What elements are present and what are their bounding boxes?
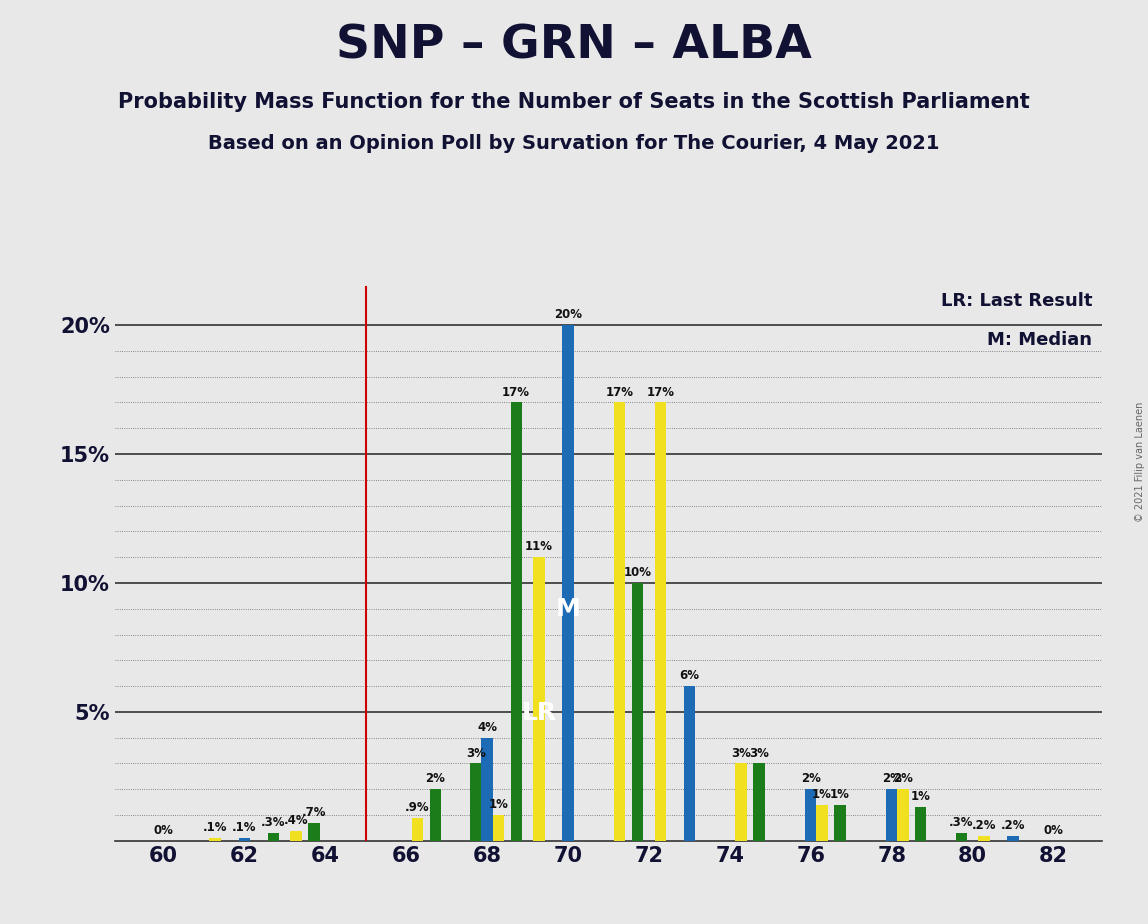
Text: 17%: 17% <box>502 385 530 398</box>
Text: M: Median: M: Median <box>987 331 1092 348</box>
Bar <box>955 833 967 841</box>
Bar <box>753 763 765 841</box>
Text: .3%: .3% <box>949 816 974 829</box>
Bar <box>511 403 522 841</box>
Text: 2%: 2% <box>882 772 901 785</box>
Bar <box>481 737 492 841</box>
Bar <box>915 808 926 841</box>
Text: LR: Last Result: LR: Last Result <box>940 292 1092 310</box>
Text: .4%: .4% <box>284 814 309 827</box>
Text: 20%: 20% <box>554 309 582 322</box>
Bar <box>654 403 666 841</box>
Text: 3%: 3% <box>466 747 486 760</box>
Bar <box>308 822 319 841</box>
Text: 17%: 17% <box>606 385 634 398</box>
Bar <box>209 838 220 841</box>
Bar <box>978 835 990 841</box>
Text: LR: LR <box>521 701 557 725</box>
Bar <box>886 789 898 841</box>
Bar <box>267 833 279 841</box>
Bar <box>736 763 747 841</box>
Bar <box>290 831 302 841</box>
Text: 1%: 1% <box>830 788 850 801</box>
Text: 10%: 10% <box>623 566 652 579</box>
Bar <box>470 763 481 841</box>
Bar <box>614 403 626 841</box>
Text: 1%: 1% <box>910 790 931 804</box>
Bar <box>239 838 250 841</box>
Text: 11%: 11% <box>525 541 553 553</box>
Bar <box>631 583 643 841</box>
Bar <box>429 789 441 841</box>
Bar <box>492 815 504 841</box>
Text: M: M <box>556 597 581 621</box>
Text: 2%: 2% <box>893 772 913 785</box>
Text: SNP – GRN – ALBA: SNP – GRN – ALBA <box>336 23 812 68</box>
Text: Probability Mass Function for the Number of Seats in the Scottish Parliament: Probability Mass Function for the Number… <box>118 92 1030 113</box>
Text: Based on an Opinion Poll by Survation for The Courier, 4 May 2021: Based on an Opinion Poll by Survation fo… <box>208 134 940 153</box>
Text: .2%: .2% <box>971 819 996 832</box>
Text: 0%: 0% <box>1044 824 1063 837</box>
Text: © 2021 Filip van Laenen: © 2021 Filip van Laenen <box>1135 402 1145 522</box>
Bar <box>412 818 424 841</box>
Bar <box>805 789 816 841</box>
Text: 3%: 3% <box>731 747 751 760</box>
Text: 2%: 2% <box>801 772 821 785</box>
Text: .3%: .3% <box>261 816 286 829</box>
Text: .2%: .2% <box>1001 819 1025 832</box>
Bar <box>835 805 846 841</box>
Bar <box>1008 835 1018 841</box>
Bar <box>898 789 909 841</box>
Bar <box>533 557 544 841</box>
Text: 1%: 1% <box>812 788 832 801</box>
Text: 4%: 4% <box>478 721 497 734</box>
Bar <box>816 805 828 841</box>
Text: 17%: 17% <box>646 385 674 398</box>
Text: 0%: 0% <box>154 824 173 837</box>
Text: .1%: .1% <box>232 821 256 834</box>
Text: .9%: .9% <box>405 801 429 814</box>
Text: .7%: .7% <box>302 806 326 819</box>
Bar <box>684 687 695 841</box>
Text: .1%: .1% <box>203 821 227 834</box>
Text: 6%: 6% <box>680 669 699 682</box>
Bar <box>563 325 574 841</box>
Text: 3%: 3% <box>748 747 769 760</box>
Text: 1%: 1% <box>488 798 509 811</box>
Text: 2%: 2% <box>425 772 445 785</box>
